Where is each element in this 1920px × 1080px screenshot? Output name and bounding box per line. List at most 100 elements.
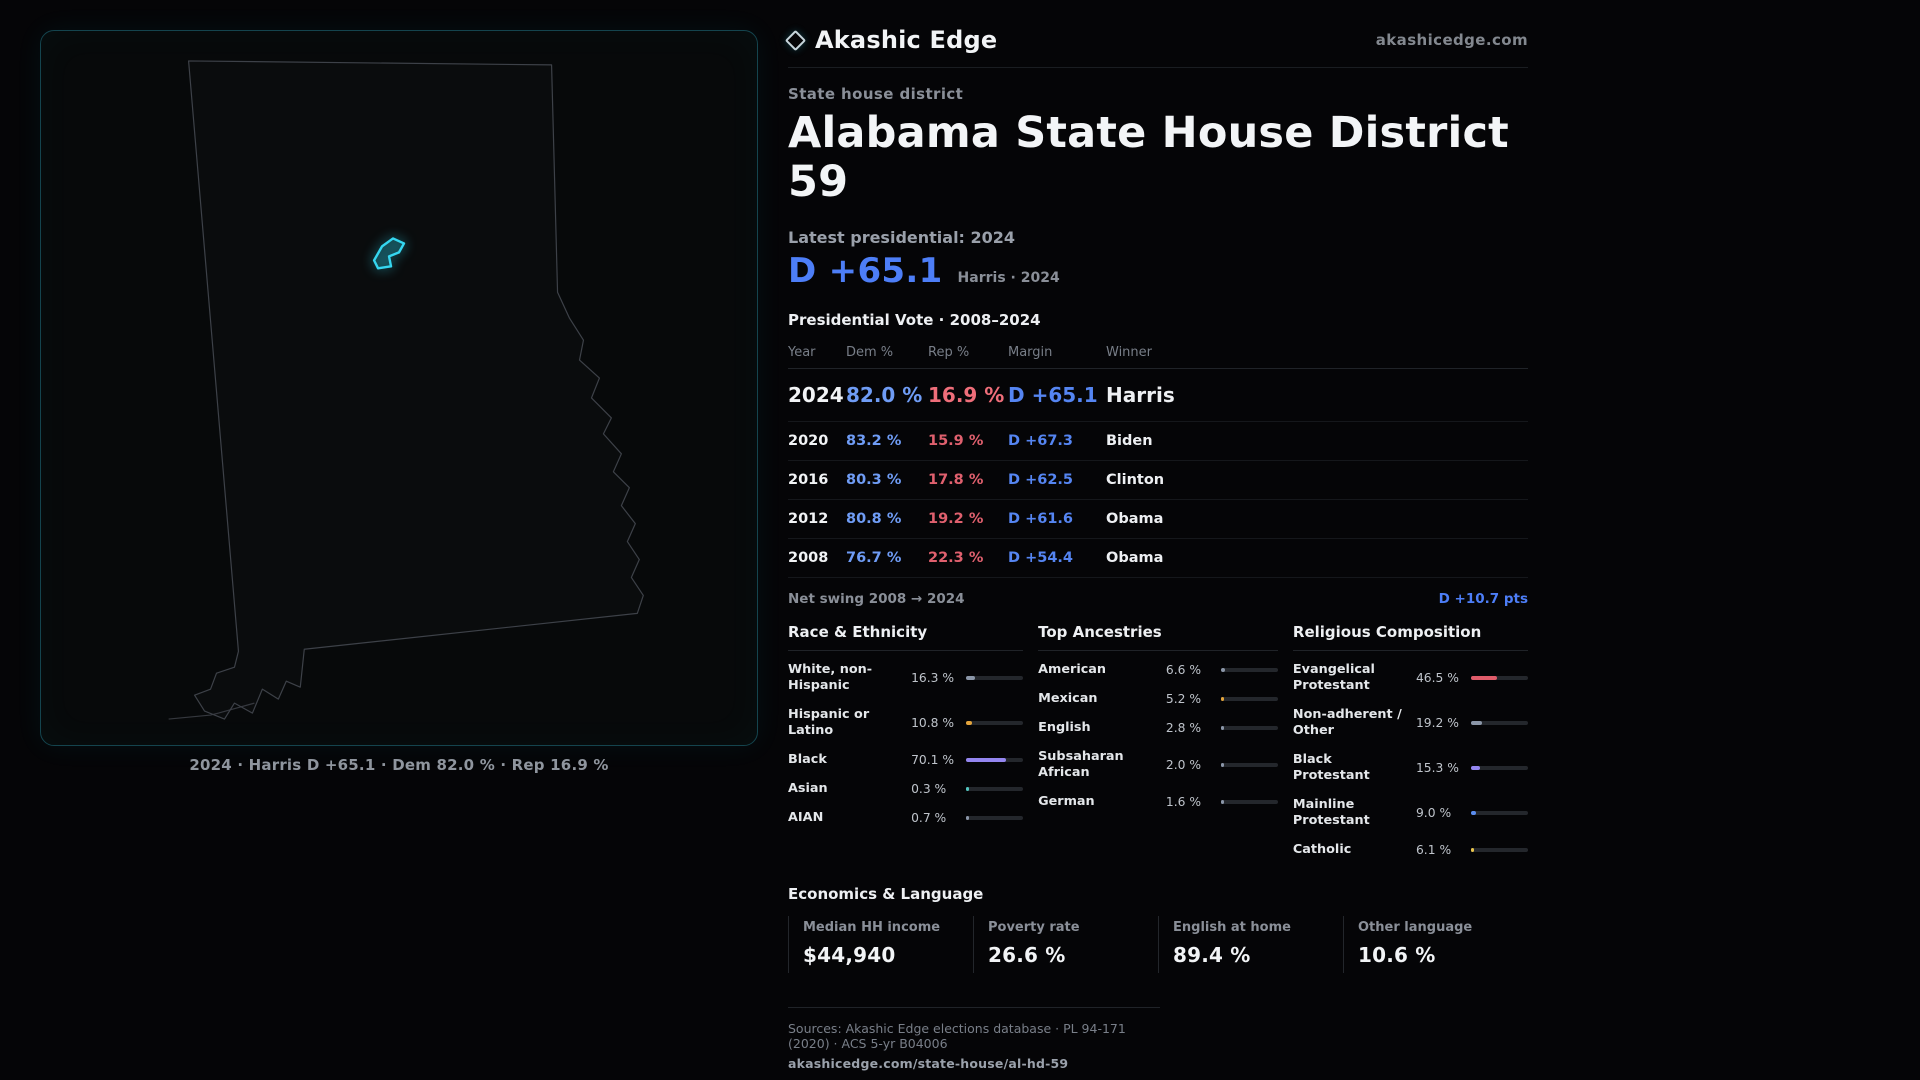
table-row: 2020 83.2 % 15.9 % D +67.3 Biden <box>788 422 1528 461</box>
stat-poverty-rate: Poverty rate 26.6 % <box>973 915 1158 973</box>
cell-year: 2020 <box>788 432 829 449</box>
headline-margin-value: D +65.1 <box>788 250 943 291</box>
cell-margin: D +67.3 <box>1008 432 1074 449</box>
brand-diamond-icon <box>784 29 807 51</box>
footer: Sources: Akashic Edge elections database… <box>788 1006 1160 1071</box>
demo-label: Hispanic or Latino <box>788 707 870 739</box>
economics-title: Economics & Language <box>788 884 984 903</box>
brand-name: Akashic Edge <box>815 26 998 54</box>
vote-table-header: Year Dem % Rep % Margin Winner <box>788 337 1528 369</box>
demo-bar <box>966 787 1024 792</box>
cell-winner: Obama <box>1106 510 1164 527</box>
demo-row: Catholic 6.1 % <box>1293 836 1528 865</box>
demo-row: English 2.8 % <box>1038 714 1278 743</box>
demo-row: Mainline Protestant 9.0 % <box>1293 791 1528 836</box>
demo-bar <box>1220 668 1278 673</box>
stat-value: 89.4 % <box>1173 942 1251 967</box>
demo-value: 2.8 % <box>1165 721 1202 736</box>
demo-row: American 6.6 % <box>1038 656 1278 685</box>
col-year: Year <box>788 344 816 360</box>
net-swing: Net swing 2008 → 2024 D +10.7 pts <box>788 578 1528 607</box>
cell-winner: Harris <box>1106 382 1175 407</box>
demo-label: Evangelical Protestant <box>1292 662 1375 694</box>
cell-rep: 16.9 % <box>928 382 1005 407</box>
headline-margin: D +65.1 Harris · 2024 <box>788 251 1528 291</box>
alabama-state-outline <box>187 60 644 720</box>
demo-row: Asian 0.3 % <box>788 775 1024 804</box>
demo-value: 15.3 % <box>1415 761 1459 776</box>
sources-text: Sources: Akashic Edge elections database… <box>788 1020 1126 1051</box>
section-top-ancestries: Top Ancestries American 6.6 % Mexican 5.… <box>1038 623 1278 865</box>
demo-row: Non-adherent / Other 19.2 % <box>1293 701 1528 746</box>
demo-row: Evangelical Protestant 46.5 % <box>1293 656 1528 701</box>
cell-dem: 76.7 % <box>846 549 902 566</box>
demo-bar <box>966 758 1024 763</box>
demo-bar <box>1220 697 1278 702</box>
cell-dem: 82.0 % <box>846 382 923 407</box>
stat-other-language: Other language 10.6 % <box>1343 915 1528 973</box>
permalink-link[interactable]: akashicedge.com/state-house/al-hd-59 <box>788 1055 1069 1071</box>
stat-label: Poverty rate <box>988 919 1080 935</box>
latest-presidential-label: Latest presidential: 2024 <box>788 227 1016 247</box>
alabama-map <box>168 60 644 720</box>
demo-label: White, non-Hispanic <box>788 662 873 694</box>
demo-value: 9.0 % <box>1415 806 1452 821</box>
demo-label: American <box>1038 662 1107 678</box>
demo-value: 19.2 % <box>1415 716 1459 731</box>
demo-label: German <box>1038 794 1095 810</box>
cell-margin: D +65.1 <box>1008 382 1098 407</box>
cell-rep: 17.8 % <box>928 471 984 488</box>
stat-label: Other language <box>1358 919 1473 935</box>
section-title: Race & Ethnicity <box>788 623 1024 651</box>
cell-margin: D +62.5 <box>1008 471 1074 488</box>
table-row: 2008 76.7 % 22.3 % D +54.4 Obama <box>788 539 1528 578</box>
stat-median-hh-income: Median HH income $44,940 <box>788 915 973 973</box>
demo-label: Asian <box>788 781 828 797</box>
demo-row: Subsaharan African 2.0 % <box>1038 743 1278 788</box>
demo-label: Mexican <box>1038 691 1098 707</box>
demo-bar <box>1220 763 1278 768</box>
district-59-shape[interactable] <box>372 237 406 270</box>
demographics: Race & Ethnicity White, non-Hispanic 16.… <box>788 623 1528 865</box>
demo-value: 2.0 % <box>1165 758 1202 773</box>
demo-label: Subsaharan African <box>1038 749 1124 781</box>
cell-year: 2012 <box>788 510 829 527</box>
col-margin: Margin <box>1008 344 1053 360</box>
cell-rep: 22.3 % <box>928 549 984 566</box>
demo-row: Mexican 5.2 % <box>1038 685 1278 714</box>
cell-year: 2024 <box>788 382 844 407</box>
demo-row: AIAN 0.7 % <box>788 804 1024 833</box>
stat-value: 26.6 % <box>988 942 1066 967</box>
headline-margin-detail: Harris · 2024 <box>957 269 1060 286</box>
section-title: Top Ancestries <box>1038 623 1278 651</box>
demo-bar <box>1470 676 1528 681</box>
stat-english-at-home: English at home 89.4 % <box>1158 915 1343 973</box>
cell-rep: 15.9 % <box>928 432 984 449</box>
col-winner: Winner <box>1106 344 1153 360</box>
demo-label: Black Protestant <box>1292 752 1370 784</box>
gulf-coast-islands <box>168 702 255 720</box>
site-link[interactable]: akashicedge.com <box>1375 31 1528 49</box>
demo-value: 70.1 % <box>911 753 955 768</box>
demo-value: 1.6 % <box>1165 795 1202 810</box>
demo-row: Black Protestant 15.3 % <box>1293 746 1528 791</box>
header: Akashic Edge akashicedge.com <box>784 26 1528 68</box>
demo-value: 0.3 % <box>911 782 947 797</box>
cell-winner: Clinton <box>1106 471 1165 488</box>
cell-margin: D +61.6 <box>1008 510 1074 527</box>
net-swing-value: D +10.7 pts <box>1438 590 1528 607</box>
cell-dem: 80.3 % <box>846 471 902 488</box>
district-map-panel <box>40 30 758 746</box>
col-rep: Rep % <box>928 344 970 360</box>
demo-label: English <box>1038 720 1091 736</box>
demo-label: Catholic <box>1292 842 1352 858</box>
section-race-ethnicity: Race & Ethnicity White, non-Hispanic 16.… <box>788 623 1024 865</box>
demo-label: AIAN <box>788 810 824 826</box>
demo-bar <box>1470 721 1528 726</box>
demo-value: 6.1 % <box>1415 843 1452 858</box>
demo-row: Hispanic or Latino 10.8 % <box>788 701 1024 746</box>
cell-rep: 19.2 % <box>928 510 984 527</box>
economics-stats: Median HH income $44,940 Poverty rate 26… <box>788 915 1528 973</box>
stat-label: English at home <box>1173 919 1291 935</box>
demo-bar <box>966 721 1024 726</box>
